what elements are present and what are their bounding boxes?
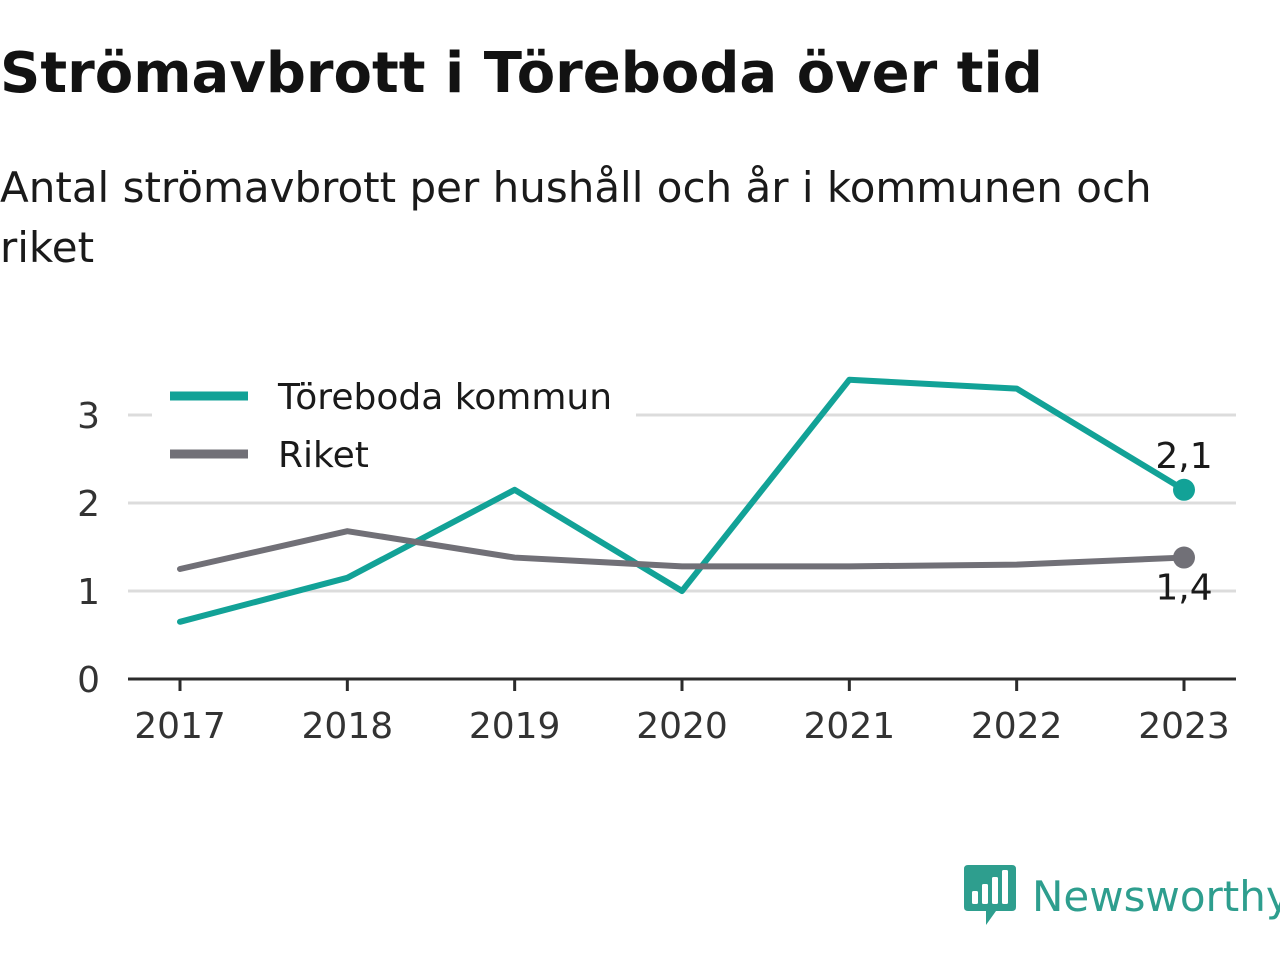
chart-subtitle: Antal strömavbrott per hushåll och år i … [0,163,1152,272]
series-end-label-1: 1,4 [1155,568,1212,609]
x-tick-label: 2022 [971,706,1063,747]
x-tick-label: 2018 [302,706,394,747]
x-tick-label: 2020 [636,706,728,747]
chart-title: Strömavbrott i Töreboda över tid [0,41,1043,106]
newsworthy-brand: Newsworthy [964,864,1280,928]
legend-background [152,370,636,482]
series-end-point-0 [1173,478,1195,501]
y-tick-label: 3 [77,396,100,437]
legend-label-0: Töreboda kommun [277,377,612,418]
legend-label-1: Riket [278,435,369,476]
series-end-label-0: 2,1 [1155,436,1212,477]
series-end-point-1 [1173,546,1195,569]
y-tick-label: 0 [77,660,100,701]
series-line-0 [177,376,1187,625]
x-tick-label: 2023 [1138,706,1230,747]
x-tick-label: 2017 [134,706,226,747]
series-line-1 [177,528,1187,572]
brand-name: Newsworthy [1032,871,1280,921]
bar-chart-speech-bubble-icon [964,865,1016,925]
y-tick-label: 1 [77,572,100,613]
x-tick-label: 2021 [804,706,896,747]
y-tick-label: 2 [77,484,100,525]
x-tick-label: 2019 [469,706,561,747]
